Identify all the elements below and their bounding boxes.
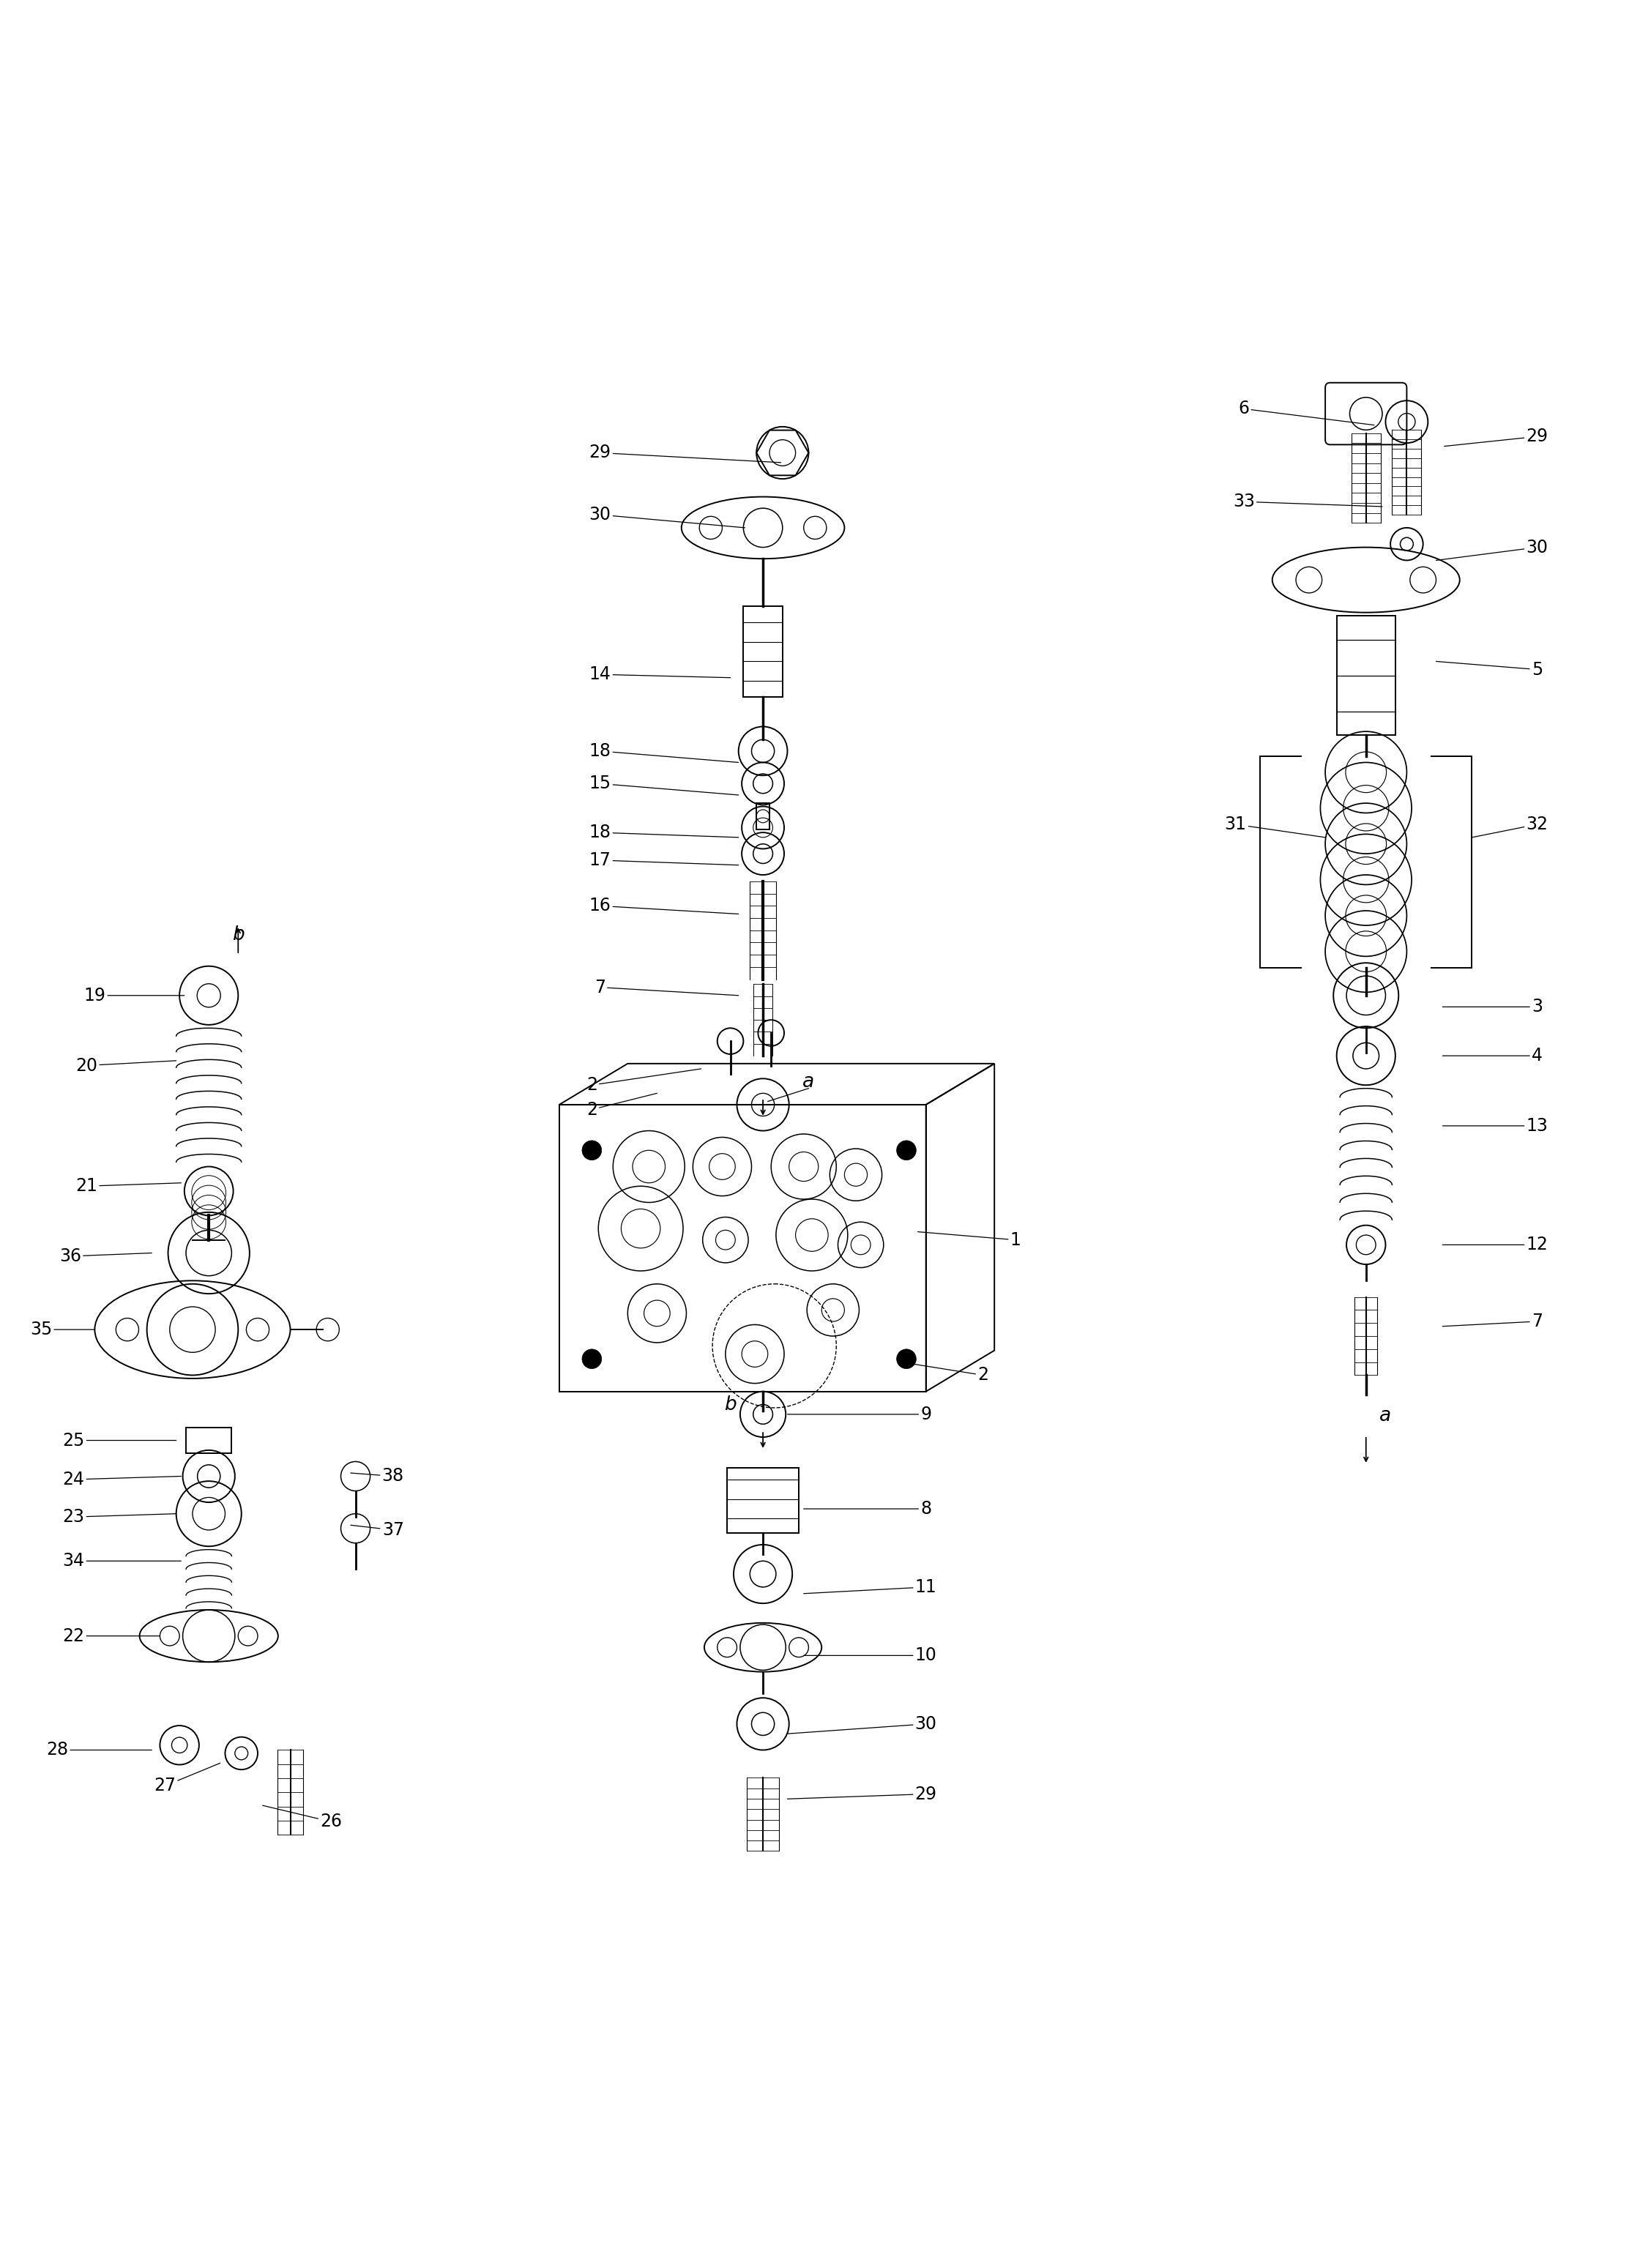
Text: 32: 32 [1473,816,1548,837]
Text: 18: 18 [589,742,738,762]
Circle shape [582,1141,602,1159]
Text: 17: 17 [589,850,738,869]
Text: 30: 30 [787,1715,936,1733]
Text: 11: 11 [804,1579,936,1597]
Text: 21: 21 [75,1177,180,1195]
Circle shape [582,1349,602,1368]
Text: 19: 19 [84,987,184,1005]
Text: 28: 28 [46,1742,153,1758]
Text: 9: 9 [787,1406,932,1422]
Text: 3: 3 [1443,998,1543,1016]
Text: 6: 6 [1238,399,1374,424]
Text: 24: 24 [62,1470,180,1488]
Text: 31: 31 [1225,816,1325,837]
Text: a: a [1379,1406,1391,1427]
Text: 37: 37 [351,1522,403,1538]
Text: 10: 10 [804,1647,936,1665]
Text: 34: 34 [62,1551,180,1569]
Text: 2: 2 [587,1093,658,1118]
Text: 14: 14 [589,665,730,683]
Text: 12: 12 [1443,1236,1548,1254]
Text: 2: 2 [902,1363,989,1383]
Text: 8: 8 [804,1499,932,1517]
Text: 35: 35 [30,1320,95,1338]
Text: 1: 1 [918,1232,1022,1250]
Text: 27: 27 [154,1762,220,1794]
Text: b: b [231,925,244,946]
Text: 20: 20 [75,1057,175,1075]
Text: 5: 5 [1437,660,1543,678]
Text: 36: 36 [59,1247,153,1266]
Text: 25: 25 [62,1431,175,1449]
Text: 15: 15 [589,776,738,796]
Text: b: b [725,1395,736,1413]
Text: 30: 30 [1437,538,1548,560]
Text: 18: 18 [589,823,738,841]
Text: 29: 29 [589,445,781,463]
Text: 29: 29 [787,1785,936,1803]
Text: 33: 33 [1233,492,1383,510]
Text: 7: 7 [1443,1313,1543,1331]
Text: 2: 2 [587,1068,700,1093]
Text: a: a [802,1073,815,1091]
Text: 38: 38 [351,1467,403,1486]
Text: 22: 22 [62,1626,161,1644]
Text: 7: 7 [594,978,738,996]
Text: 16: 16 [589,898,738,914]
Text: 30: 30 [589,506,745,528]
Text: 4: 4 [1443,1048,1543,1064]
Text: 13: 13 [1443,1118,1548,1134]
Circle shape [897,1141,917,1159]
Circle shape [897,1349,917,1368]
Text: 26: 26 [262,1805,343,1830]
Text: 29: 29 [1445,429,1548,447]
Text: 23: 23 [62,1508,175,1526]
